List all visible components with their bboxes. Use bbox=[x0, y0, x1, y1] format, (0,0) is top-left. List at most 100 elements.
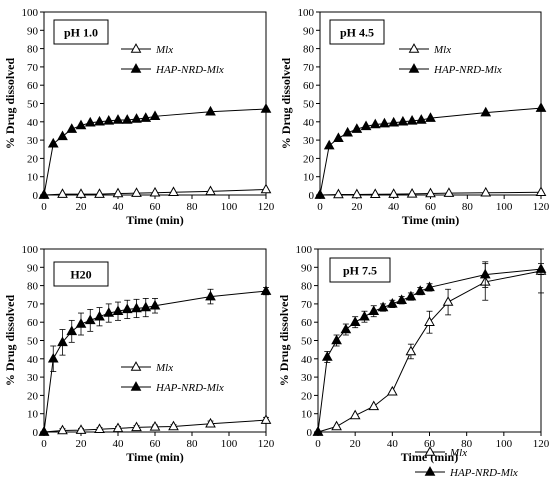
y-tick-label: 50 bbox=[303, 99, 315, 111]
legend-marker bbox=[408, 43, 420, 53]
y-tick-label: 90 bbox=[301, 262, 313, 274]
x-tick-label: 60 bbox=[150, 438, 162, 450]
data-point bbox=[424, 316, 435, 326]
x-tick-label: 80 bbox=[187, 438, 199, 450]
data-point bbox=[131, 421, 142, 432]
x-tick-label: 100 bbox=[221, 438, 238, 450]
data-point bbox=[386, 298, 398, 308]
series-hap-nrd-mlx bbox=[38, 103, 272, 199]
y-tick-label: 40 bbox=[303, 117, 315, 129]
data-point bbox=[84, 116, 96, 127]
data-point bbox=[121, 303, 133, 314]
data-point bbox=[66, 123, 78, 133]
data-point bbox=[406, 188, 418, 198]
y-tick-label: 20 bbox=[27, 153, 39, 165]
x-tick-label: 100 bbox=[221, 201, 238, 213]
data-point bbox=[149, 299, 161, 310]
x-axis-label: Time (min) bbox=[401, 450, 458, 464]
data-point bbox=[323, 139, 335, 150]
data-point bbox=[333, 132, 344, 143]
data-point bbox=[38, 189, 50, 199]
data-point bbox=[57, 130, 68, 141]
legend-label: Mlx bbox=[449, 447, 467, 459]
legend-marker bbox=[130, 361, 142, 371]
data-point bbox=[340, 323, 352, 334]
legend-label: Mlx bbox=[155, 362, 173, 374]
chart-panel: 0 10 20 30 40 50 60 70 80 90 100 0 20 40 60 80 100 120 Tim… bbox=[3, 7, 275, 227]
series-line bbox=[43, 108, 267, 196]
series-hap-nrd-mlx bbox=[312, 261, 547, 436]
legend-marker bbox=[424, 466, 436, 476]
y-axis-label: % Drug dissolved bbox=[3, 58, 17, 150]
data-point bbox=[342, 126, 353, 137]
data-point bbox=[260, 285, 272, 295]
panel-title-box bbox=[329, 257, 391, 283]
y-tick-label: 90 bbox=[303, 25, 315, 37]
series-line bbox=[319, 191, 542, 196]
x-tick-label: 40 bbox=[387, 438, 399, 450]
panel-title: pH 1.0 bbox=[64, 26, 98, 40]
y-tick-label: 30 bbox=[27, 135, 39, 147]
x-tick-label: 40 bbox=[113, 201, 125, 213]
x-tick-label: 120 bbox=[258, 438, 275, 450]
data-point bbox=[75, 188, 87, 198]
panel-title: pH 4.5 bbox=[340, 26, 374, 40]
y-tick-label: 20 bbox=[303, 153, 315, 165]
data-point bbox=[369, 118, 381, 129]
data-point bbox=[535, 102, 547, 112]
panel-title-box bbox=[53, 19, 109, 45]
data-point bbox=[405, 345, 417, 356]
data-point bbox=[38, 426, 50, 436]
data-point bbox=[140, 112, 152, 122]
panel-title: pH 7.5 bbox=[343, 264, 377, 278]
y-tick-label: 50 bbox=[27, 99, 39, 111]
data-point bbox=[443, 187, 455, 197]
data-point bbox=[321, 351, 333, 361]
series-line bbox=[43, 419, 267, 433]
y-tick-label: 10 bbox=[301, 409, 313, 421]
x-tick-label: 0 bbox=[41, 438, 47, 450]
data-point bbox=[205, 185, 216, 196]
x-tick-label: 60 bbox=[425, 201, 437, 213]
x-tick-label: 20 bbox=[350, 438, 362, 450]
data-point bbox=[369, 188, 381, 199]
data-point bbox=[388, 116, 400, 127]
data-point bbox=[260, 103, 272, 113]
y-axis-label: % Drug dissolved bbox=[277, 295, 291, 387]
legend-marker bbox=[130, 43, 142, 53]
data-point bbox=[368, 305, 380, 315]
chart-panel: 0 10 20 30 40 50 60 70 80 90 100 0 20 40 60 80 100 120 Tim… bbox=[279, 7, 550, 227]
data-point bbox=[149, 186, 161, 197]
data-point bbox=[94, 310, 105, 321]
data-point bbox=[396, 294, 407, 304]
data-point bbox=[75, 119, 87, 130]
data-point bbox=[205, 290, 216, 301]
data-point bbox=[260, 414, 272, 424]
data-point bbox=[84, 314, 96, 325]
data-point bbox=[57, 188, 68, 198]
data-point bbox=[94, 115, 105, 126]
x-axis-label: Time (min) bbox=[126, 213, 183, 227]
y-tick-label: 0 bbox=[309, 190, 315, 202]
data-point bbox=[425, 112, 436, 122]
data-point bbox=[57, 336, 68, 347]
x-tick-label: 120 bbox=[258, 201, 275, 213]
y-tick-label: 40 bbox=[27, 354, 39, 366]
x-tick-label: 60 bbox=[150, 201, 162, 213]
data-point bbox=[140, 301, 152, 312]
data-point bbox=[168, 186, 179, 196]
data-point bbox=[94, 188, 105, 198]
data-point bbox=[131, 302, 142, 313]
y-tick-label: 60 bbox=[301, 317, 313, 329]
y-tick-label: 80 bbox=[27, 44, 39, 56]
data-point bbox=[415, 114, 427, 124]
data-point bbox=[168, 420, 179, 431]
data-point bbox=[535, 186, 547, 196]
x-tick-label: 0 bbox=[317, 201, 323, 213]
y-tick-label: 0 bbox=[33, 190, 39, 202]
y-tick-label: 30 bbox=[301, 372, 313, 384]
y-tick-label: 100 bbox=[298, 7, 315, 19]
y-tick-label: 70 bbox=[27, 299, 39, 311]
data-point bbox=[131, 187, 142, 197]
data-point bbox=[149, 110, 161, 121]
